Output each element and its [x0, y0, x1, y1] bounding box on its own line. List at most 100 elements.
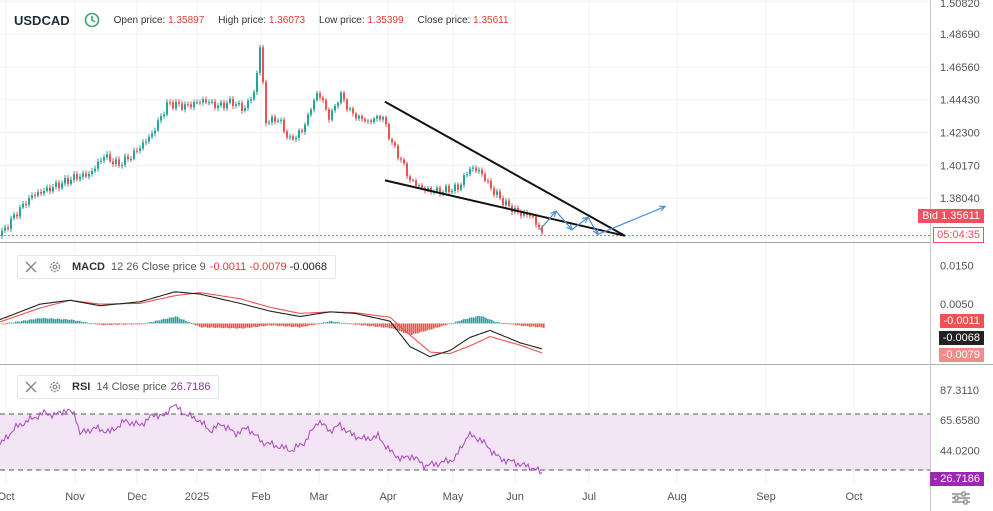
- candle-body: [505, 200, 507, 206]
- candle-body: [133, 150, 135, 159]
- candle-body: [325, 100, 327, 110]
- candle-body: [1, 230, 3, 236]
- macd-histogram-bar: [429, 323, 431, 330]
- macd-histogram-bar: [469, 317, 471, 324]
- macd-histogram-bar: [413, 323, 415, 334]
- price-pane[interactable]: [0, 44, 930, 239]
- candle-body: [319, 93, 321, 98]
- macd-histogram-bar: [7, 323, 9, 324]
- macd-histogram-bar: [181, 319, 183, 324]
- macd-histogram-bar: [357, 323, 359, 325]
- candle-body: [253, 92, 255, 100]
- gear-icon[interactable]: [48, 260, 62, 274]
- macd-histogram-bar: [257, 323, 259, 328]
- macd-histogram-bar: [341, 322, 343, 324]
- candle-body: [523, 212, 525, 216]
- macd-value-2: -0.0079: [249, 261, 287, 273]
- macd-histogram-bar: [437, 323, 439, 328]
- clock-icon[interactable]: [84, 12, 100, 28]
- macd-histogram-bar: [463, 319, 465, 324]
- macd-histogram-bar: [403, 323, 405, 333]
- time-tick-label: Dec: [127, 491, 147, 503]
- candle-body: [10, 218, 12, 230]
- candle-body: [367, 120, 369, 122]
- macd-histogram-bar: [427, 323, 429, 330]
- macd-histogram-bar: [71, 319, 73, 324]
- macd-histogram-bar: [525, 323, 527, 326]
- macd-histogram-bar: [11, 322, 13, 324]
- macd-histogram-bar: [465, 319, 467, 324]
- candle-body: [427, 187, 429, 191]
- macd-histogram-bar: [517, 323, 519, 326]
- macd-histogram-bar: [523, 323, 525, 327]
- candle-body: [178, 101, 180, 104]
- time-axis[interactable]: Oct Nov Dec 2025 Feb Mar Apr May Jun Jul Aug Sep Oct: [0, 491, 863, 503]
- close-icon[interactable]: [24, 260, 38, 274]
- macd-histogram-bar: [219, 323, 221, 328]
- falling-wedge-pattern[interactable]: [384, 100, 667, 237]
- time-tick-label: Jun: [506, 491, 524, 503]
- macd-histogram-bar: [171, 317, 173, 324]
- candle-body: [46, 187, 48, 191]
- candle-body: [226, 102, 228, 109]
- macd-histogram-bar: [23, 320, 25, 324]
- macd-histogram-bar: [251, 323, 253, 328]
- candle-body: [541, 227, 543, 233]
- candle-body: [37, 192, 39, 196]
- candle-body: [457, 184, 459, 190]
- macd-histogram-bar: [59, 318, 61, 324]
- macd-histogram-bar: [81, 321, 83, 324]
- macd-histogram-bar: [331, 321, 333, 324]
- time-tick-label: 2025: [185, 491, 209, 503]
- candle-body: [169, 102, 171, 104]
- macd-histogram-bar: [209, 323, 211, 328]
- macd-pane[interactable]: [0, 291, 545, 358]
- candle-body: [220, 102, 222, 106]
- macd-histogram-bar: [325, 322, 327, 324]
- macd-histogram-bar: [193, 323, 195, 325]
- gear-icon[interactable]: [48, 380, 62, 394]
- macd-histogram-bar: [419, 323, 421, 333]
- macd-histogram-bar: [449, 323, 451, 325]
- time-tick-label: Sep: [756, 491, 776, 503]
- time-tick-label: Oct: [845, 491, 862, 503]
- candle-body: [466, 174, 468, 176]
- macd-histogram-bar: [345, 323, 347, 324]
- macd-histogram-bar: [47, 318, 49, 324]
- macd-histogram-bar: [83, 322, 85, 324]
- macd-histogram-bar: [91, 323, 93, 325]
- candle-body: [67, 177, 69, 184]
- settings-sliders-icon[interactable]: [950, 490, 972, 506]
- close-icon[interactable]: [24, 380, 38, 394]
- macd-histogram-bar: [155, 320, 157, 324]
- symbol-name[interactable]: USDCAD: [14, 12, 70, 28]
- macd-histogram-bar: [113, 323, 115, 325]
- candle-body: [25, 203, 27, 206]
- candle-body: [331, 110, 333, 120]
- candle-body: [292, 136, 294, 140]
- macd-histogram-bar: [177, 317, 179, 324]
- macd-histogram-bar: [159, 320, 161, 324]
- candle-body: [232, 98, 234, 107]
- price-axis[interactable]: 1.50820 1.48690 1.46560 1.44430 1.42300 1.401…: [940, 0, 980, 457]
- macd-histogram-bar: [527, 323, 529, 327]
- macd-histogram-bar: [495, 322, 497, 324]
- macd-histogram-bar: [477, 315, 479, 324]
- macd-histogram-bar: [483, 316, 485, 324]
- candle-body: [340, 92, 342, 104]
- macd-histogram-bar: [89, 323, 91, 325]
- candle-body: [472, 167, 474, 169]
- macd-histogram-bar: [361, 323, 363, 326]
- candle-body: [235, 104, 237, 107]
- rsi-pane[interactable]: [0, 403, 930, 475]
- candle-body: [271, 116, 273, 123]
- macd-histogram-bar: [147, 322, 149, 324]
- macd-histogram-bar: [99, 323, 101, 325]
- macd-histogram-bar: [347, 323, 349, 325]
- macd-histogram-bar: [205, 323, 207, 328]
- candle-body: [379, 116, 381, 120]
- macd-histogram-bar: [121, 323, 123, 325]
- candle-body: [256, 72, 258, 93]
- candle-body: [496, 191, 498, 195]
